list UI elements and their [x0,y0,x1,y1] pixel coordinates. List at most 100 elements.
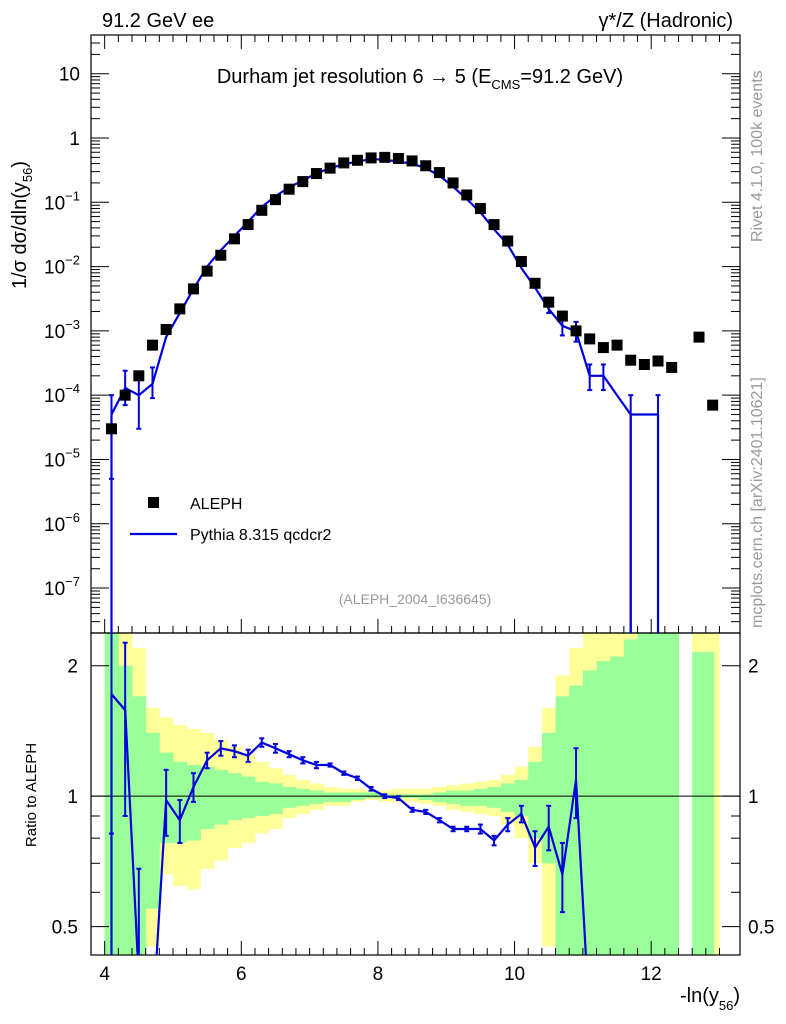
data-point [392,152,404,164]
green-band-segment [336,792,352,802]
data-point [556,310,568,322]
data-point [338,157,350,169]
main-y-tick-exponent: −7 [65,574,80,589]
data-point [502,235,514,247]
data-point [570,325,582,337]
mc-series-ratio [108,633,587,955]
main-y-tick-label: 10−2 [44,253,80,279]
main-y-tick-exponent: −1 [65,188,80,203]
green-band-segment [651,633,666,955]
yellow-band-segment [692,633,720,653]
x-tick-label: 12 [641,964,662,985]
ratio-y-tick-label: 0.5 [52,918,78,939]
data-point [597,342,609,354]
data-point [215,249,227,261]
data-point [119,389,131,401]
data-point [160,324,172,336]
green-band-segment [432,792,447,802]
main-y-tick-exponent: −2 [65,253,80,268]
main-y-tick-base: 10 [44,193,65,214]
x-tick-label: 4 [99,964,110,985]
data-point [488,219,500,231]
x-tick-label: 10 [504,964,525,985]
data-point [351,154,363,166]
data-point [638,359,650,371]
green-band-segment [596,661,611,955]
legend-marker-aleph [148,497,159,508]
green-band-segment [131,696,147,955]
green-band-segment [528,761,543,839]
data-point [133,370,145,382]
main-y-tick-base: 1 [69,129,80,150]
green-band-segment [254,781,270,817]
data-point [187,283,199,295]
ratio-plot-frame [90,632,741,956]
green-band-segment [309,790,324,804]
main-y-tick-label: 1 [69,129,80,150]
data-point [324,162,336,174]
mcplots-label: mcplots.cern.ch [arXiv:2401.10621] [749,377,766,628]
data-point [543,296,555,308]
data-point [433,167,445,179]
green-band-segment [623,639,639,955]
data-point [242,219,254,231]
main-y-tick-label: 10 [59,65,80,86]
main-y-tick-base: 10 [59,65,80,86]
ratio-line [110,693,587,955]
data-point [283,183,295,195]
data-point [666,361,678,373]
data-point [146,339,158,351]
main-y-tick-base: 10 [44,258,65,279]
green-band-segment [555,696,570,955]
ratio-y-axis-ticks: 2 2 1 1 0.5 0.5 [52,657,775,939]
ratio-y-axis-label: Ratio to ALEPH [23,743,40,847]
green-band-segment [487,786,502,808]
data-point [365,152,377,164]
main-y-tick-label: 10−6 [44,510,80,536]
data-point [201,265,213,277]
main-plot-frame [90,34,741,634]
ratio-y-tick-label: 1 [67,787,78,808]
main-y-tick-exponent: −6 [65,510,80,525]
data-point [652,355,664,367]
data-point [584,333,596,345]
green-band-segment [500,783,516,812]
green-band-segment [418,794,434,800]
ratio-y-tick-label-right: 1 [748,787,759,808]
data-point [406,155,418,167]
ratio-y-tick-label: 2 [67,657,78,678]
data-point [105,423,117,435]
green-band-segment [241,776,256,819]
data-point [474,203,486,215]
green-band-segment [610,656,625,955]
main-plot-title: Durham jet resolution 6 → 5 (ECMS=91.2 G… [217,66,623,92]
yellow-band-segment [714,652,720,955]
main-y-tick-base: 10 [44,450,65,471]
main-y-axis-label: 1/σ dσ/dln(y56) [9,161,35,289]
green-band-segment [664,633,680,955]
main-y-tick-label: 10−3 [44,317,80,343]
x-tick-label: 8 [373,964,384,985]
data-point [310,168,322,180]
main-y-tick-base: 10 [44,515,65,536]
main-y-tick-label: 10−7 [44,574,80,600]
green-band-segment [459,790,475,806]
main-y-tick-exponent: −5 [65,445,80,460]
legend-label-aleph: ALEPH [190,496,242,513]
data-point [515,255,527,267]
data-point [174,303,186,315]
green-band-segment [514,779,529,817]
green-band-segment [473,788,488,806]
data-point [297,176,309,188]
header-process-label: γ*/Z (Hadronic) [599,10,733,32]
legend: ALEPH Pythia 8.315 qcdcr2 [130,496,332,544]
legend-label-pythia: Pythia 8.315 qcdcr2 [190,527,332,544]
green-band-segment [145,732,160,909]
data-series-main [105,151,719,435]
green-band-segment [364,792,379,799]
main-y-tick-base: 10 [44,579,65,600]
main-y-tick-label: 10−4 [44,381,80,407]
main-y-tick-exponent: −4 [65,381,80,396]
green-band-segment [295,788,311,806]
